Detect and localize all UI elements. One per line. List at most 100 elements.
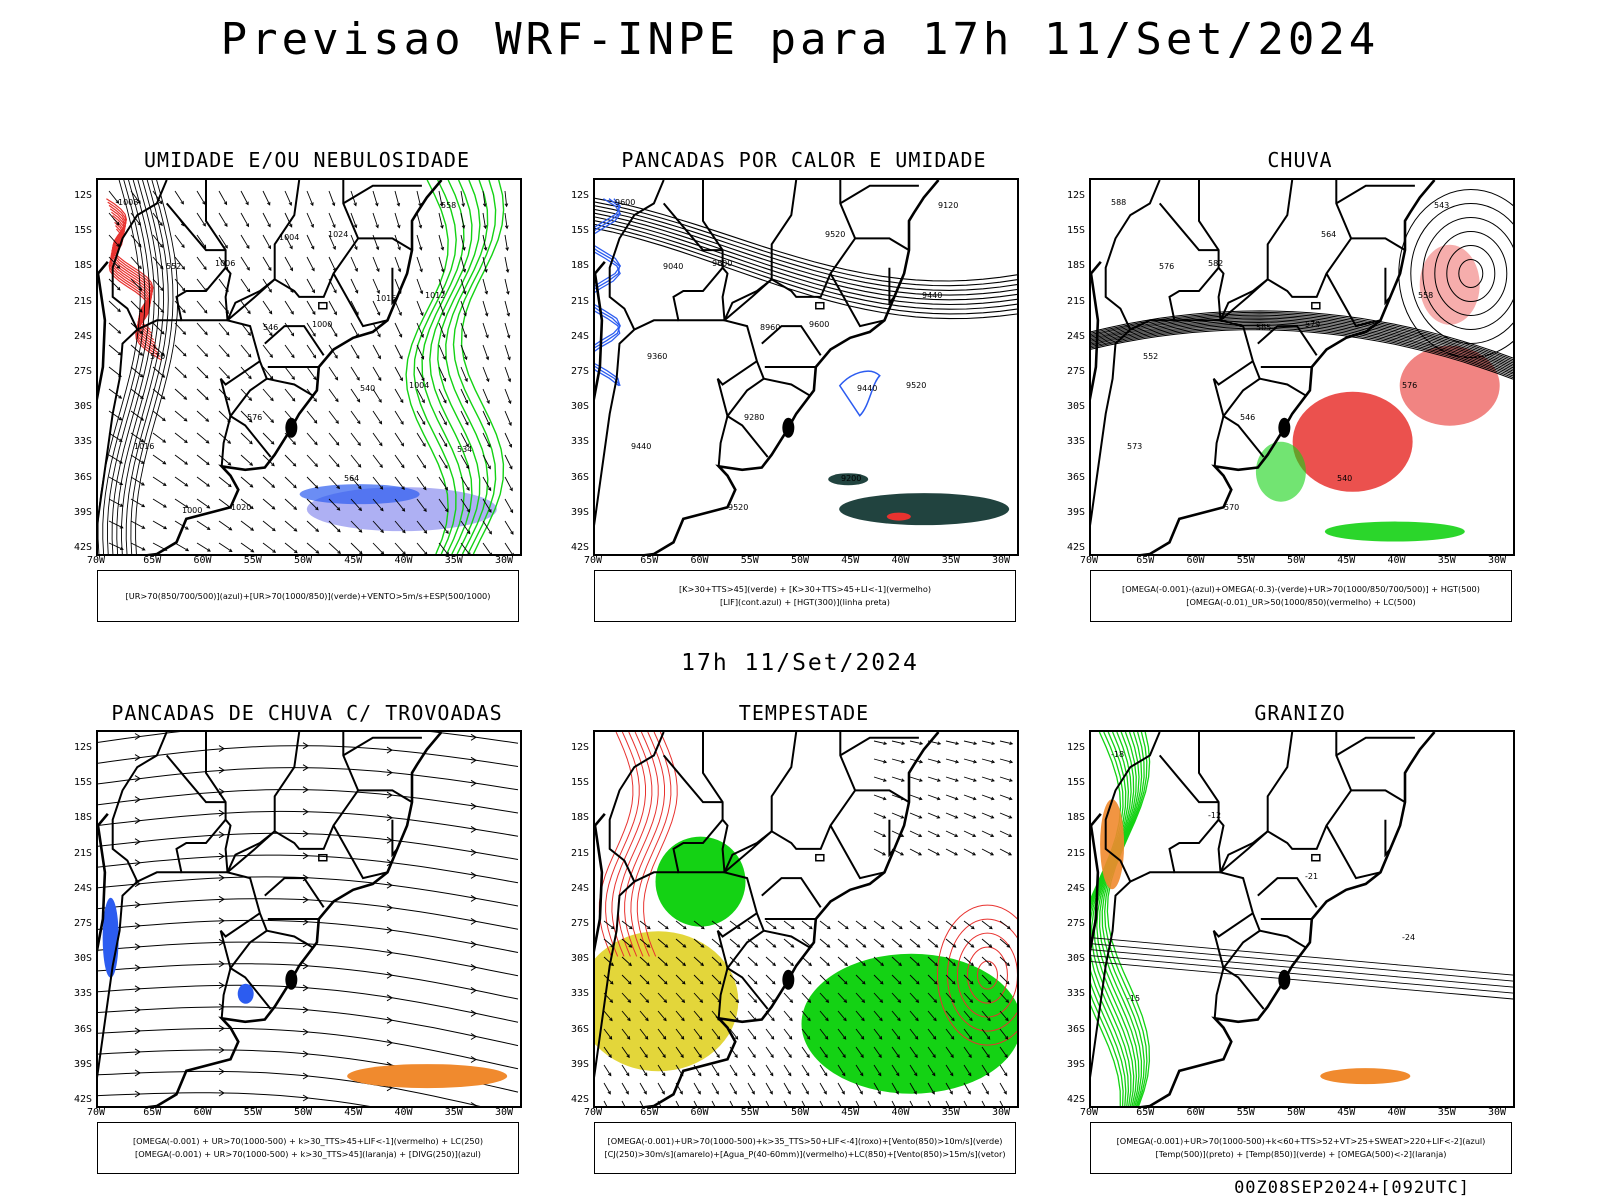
contour-label: 573 [1127, 442, 1142, 451]
lat-tick-label: 12S [73, 190, 92, 201]
contour-label: 588 [1111, 198, 1126, 207]
lat-tick-label: 30S [570, 401, 589, 413]
lon-tick-label: 60W [690, 555, 709, 566]
lat-tick-label: 27S [570, 366, 589, 377]
legend-box-pancadas-calor: [K>30+TTS>45](verde) + [K>30+TTS>45+LI<-… [594, 570, 1016, 622]
lon-tick-label: 70W [1079, 1107, 1099, 1118]
lat-tick-label: 18S [1066, 260, 1085, 272]
lat-tick-label: 33S [1066, 436, 1085, 448]
lat-tick-label: 27S [1066, 918, 1085, 929]
legend-box-granizo: [OMEGA(-0.001)+UR>70(1000-500)+k<60+TTS>… [1090, 1122, 1512, 1174]
contour-label: 579 [1305, 320, 1320, 329]
lat-tick-label: 15S [73, 225, 92, 237]
lat-tick-label: 27S [1066, 366, 1085, 377]
lon-tick-label: 35W [941, 555, 960, 566]
contour-label: 1024 [328, 230, 348, 239]
contour-label: 9600 [809, 320, 829, 329]
lat-tick-label: 27S [73, 918, 92, 929]
contour-label: 576 [1402, 381, 1417, 390]
lat-tick-label: 30S [1066, 401, 1085, 413]
lat-tick-label: 42S [73, 1094, 92, 1105]
lon-tick-label: 50W [293, 1107, 313, 1118]
lon-tick-label: 50W [790, 555, 810, 566]
map-panel-pancadas-calor: 9600 9600 9600 9520 9440 9520 9520 9440 9360 9280… [593, 178, 1019, 556]
lon-tick-label: 60W [193, 1107, 212, 1118]
contour-label: 9200 [841, 474, 861, 483]
contour-label: 576 [1159, 262, 1174, 271]
lon-tick-label: 30W [494, 555, 514, 566]
lat-tick-label: 21S [1066, 295, 1085, 307]
lat-tick-label: 21S [570, 295, 589, 307]
map-panel-trovoadas [96, 730, 522, 1108]
map-panel-tempestade [593, 730, 1019, 1108]
lat-tick-label: 18S [73, 260, 92, 272]
lat-tick-label: 39S [570, 1058, 589, 1070]
legend-box-chuva: [OMEGA(-0.001)-(azul)+OMEGA(-0.3)-(verde… [1090, 570, 1512, 622]
lat-tick-label: 21S [73, 847, 92, 859]
map-canvas: 588 582 579 576 573 570 564 558 552 546 540 543 576 5… [1091, 180, 1513, 554]
legend-line: [UR>70(850/700/500)](azul)+[UR>70(1000/8… [125, 590, 491, 601]
lat-tick-label: 36S [570, 471, 589, 483]
lat-tick-label: 21S [1066, 847, 1085, 859]
panel-title-tempestade: TEMPESTADE [738, 701, 870, 725]
contour-label: 9360 [647, 352, 667, 361]
lon-tick-label: 70W [1079, 555, 1099, 566]
lat-tick-label: 39S [570, 506, 589, 518]
legend-box-umidade: [UR>70(850/700/500)](azul)+[UR>70(1000/8… [97, 570, 519, 622]
contour-label: -21 [1305, 872, 1318, 881]
lat-tick-label: 18S [570, 260, 589, 272]
lat-tick-label: 42S [570, 542, 589, 553]
lon-tick-label: 35W [1437, 1107, 1456, 1118]
contour-label: 1004 [279, 233, 299, 242]
contour-label: 9440 [857, 384, 877, 393]
contour-label: 9040 [663, 262, 683, 271]
lon-tick-label: 70W [583, 1107, 603, 1118]
lat-tick-label: 24S [73, 882, 92, 894]
lon-tick-label: 30W [991, 1107, 1011, 1118]
panel-title-granizo: GRANIZO [1254, 701, 1346, 725]
lat-tick-label: 33S [570, 436, 589, 448]
contour-label: 543 [1434, 201, 1449, 210]
lat-tick-label: 21S [73, 295, 92, 307]
lon-tick-label: 60W [690, 1107, 709, 1118]
lon-tick-label: 60W [1186, 1107, 1205, 1118]
contour-label: 558 [441, 201, 456, 210]
legend-box-trovoadas: [OMEGA(-0.001) + UR>70(1000-500) + k>30_… [97, 1122, 519, 1174]
map-canvas [98, 732, 519, 1106]
contour-label: 570 [1224, 503, 1239, 512]
lon-tick-label: 65W [640, 555, 659, 566]
lon-tick-label: 40W [1387, 1107, 1406, 1118]
map-panel-chuva: 588 582 579 576 573 570 564 558 552 546 540 543 576 5… [1089, 178, 1515, 556]
contour-label: 540 [1337, 474, 1352, 483]
lat-tick-label: 12S [570, 742, 589, 753]
lon-tick-label: 40W [394, 1107, 413, 1118]
lon-tick-label: 30W [494, 1107, 514, 1118]
lat-tick-label: 42S [570, 1094, 589, 1105]
lon-tick-label: 35W [444, 1107, 463, 1118]
run-info: 00Z08SEP2024+[092UTC] [1234, 1178, 1470, 1198]
lat-tick-label: 30S [570, 953, 589, 965]
contour-label: 564 [344, 474, 359, 483]
panel-title-chuva: CHUVA [1267, 148, 1333, 172]
legend-line: [OMEGA(-0.01)_UR>50(1000/850)(vermelho) … [1186, 597, 1416, 607]
lon-tick-label: 35W [941, 1107, 960, 1118]
lon-tick-label: 55W [243, 1107, 262, 1118]
lon-tick-label: 45W [344, 555, 363, 566]
lat-tick-label: 18S [73, 812, 92, 824]
page-title: Previsao WRF-INPE para 17h 11/Set/2024 [220, 14, 1380, 65]
lat-tick-label: 24S [570, 330, 589, 342]
lat-tick-label: 15S [1066, 225, 1085, 237]
legend-line: [CJ(250)>30m/s](amarelo)+[Agua_P(40-60mm… [604, 1149, 1006, 1159]
lat-tick-label: 24S [73, 330, 92, 342]
legend-line: [OMEGA(-0.001)-(azul)+OMEGA(-0.3)-(verde… [1122, 584, 1480, 594]
lon-tick-label: 55W [740, 555, 759, 566]
lon-tick-label: 40W [1387, 555, 1406, 566]
contour-label: 9520 [728, 503, 748, 512]
contour-label: 1016 [376, 294, 396, 303]
lat-tick-label: 33S [1066, 988, 1085, 1000]
lat-tick-label: 27S [570, 918, 589, 929]
contour-label: 1008 [118, 198, 138, 207]
contour-label: 1004 [409, 381, 429, 390]
legend-line: [OMEGA(-0.001)+UR>70(1000-500)+k>35_TTS>… [607, 1136, 1003, 1146]
panel-title-umidade: UMIDADE E/OU NEBULOSIDADE [143, 148, 471, 172]
